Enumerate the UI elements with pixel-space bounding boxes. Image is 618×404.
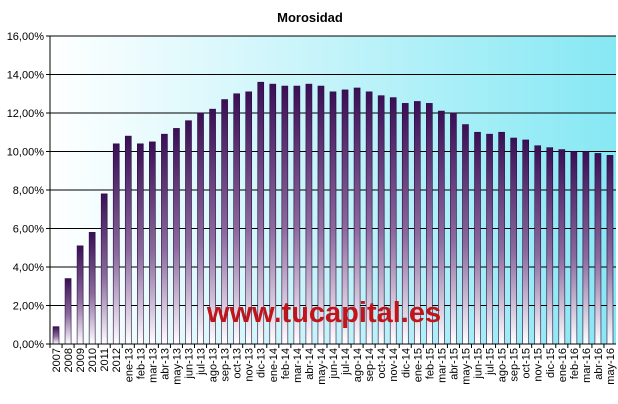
bar-jul-13: [197, 112, 204, 345]
x-tick-label: sep-14: [364, 348, 376, 382]
bar-2010: [88, 232, 96, 345]
bar-mar-13: [149, 141, 156, 345]
x-tick-label: ene-13: [123, 348, 135, 382]
x-tick-label: ene-15: [412, 348, 424, 382]
bar-sep-15: [510, 137, 517, 345]
y-tick-label: 6,00%: [13, 224, 44, 236]
bar-abr-15: [450, 112, 457, 345]
bar-dic-15: [546, 147, 554, 345]
bar-jun-15: [474, 131, 481, 345]
bar-ene-13: [124, 135, 132, 345]
bar-2007: [52, 326, 60, 345]
x-tick-label: dic-15: [545, 348, 557, 378]
bar-nov-15: [534, 145, 542, 345]
bar-2009: [76, 245, 84, 345]
bars: [52, 81, 614, 345]
bar-feb-13: [137, 143, 144, 345]
x-tick-label: abr-13: [159, 348, 171, 380]
bar-abr-13: [161, 133, 168, 345]
x-tick-label: 2011: [99, 348, 111, 372]
x-axis-tick-labels: 2007 2008 2009 2010 2011 2012 ene-13 feb-13 mar-…: [49, 344, 617, 385]
bar-feb-16: [570, 151, 578, 345]
x-tick-label: mar-15: [436, 348, 448, 383]
y-tick-label: 14,00%: [7, 70, 45, 82]
x-tick-label: sep-15: [509, 348, 521, 382]
x-tick-label: mar-14: [292, 348, 304, 383]
x-tick-label: feb-13: [135, 348, 147, 379]
x-tick-label: dic-14: [400, 348, 412, 378]
y-tick-label: 16,00%: [7, 31, 45, 43]
x-tick-label: abr-16: [593, 348, 605, 380]
x-tick-label: ago-14: [352, 348, 364, 382]
x-tick-label: ago-15: [497, 348, 509, 382]
x-tick-label: 2008: [63, 348, 75, 372]
y-tick-label: 12,00%: [7, 108, 45, 120]
x-tick-label: may-13: [171, 348, 183, 385]
x-tick-label: 2007: [51, 348, 63, 372]
x-tick-label: ago-13: [208, 348, 220, 382]
x-tick-label: jun-13: [183, 348, 195, 380]
x-tick-label: may-16: [605, 348, 617, 385]
x-tick-label: mar-13: [147, 348, 159, 383]
x-tick-label: feb-14: [280, 348, 292, 379]
y-tick-label: 2,00%: [13, 301, 44, 313]
bar-ago-15: [498, 131, 505, 345]
y-axis-tick-labels: 0,00% 2,00% 4,00% 6,00% 8,00% 10,00% 12,00% 14,…: [7, 31, 50, 351]
y-tick-label: 4,00%: [13, 262, 44, 274]
x-tick-label: nov-14: [388, 348, 400, 382]
x-tick-label: may-14: [316, 348, 328, 385]
x-tick-label: sep-13: [220, 348, 232, 382]
x-tick-label: jul-15: [485, 348, 497, 376]
bar-ene-16: [558, 149, 566, 345]
x-tick-label: oct-13: [232, 348, 244, 379]
x-tick-label: ene-14: [268, 348, 280, 382]
x-tick-label: jun-15: [473, 348, 485, 380]
y-tick-label: 10,00%: [7, 147, 45, 159]
chart-title: Morosidad: [277, 10, 343, 25]
bar-mar-16: [582, 151, 590, 345]
bar-2008: [64, 278, 72, 345]
bar-may-13: [173, 128, 180, 345]
x-tick-label: jun-14: [328, 348, 340, 380]
bar-may-16: [606, 155, 614, 345]
bar-jun-13: [185, 120, 192, 345]
bar-2012: [112, 143, 120, 345]
x-tick-label: feb-16: [569, 348, 581, 379]
x-tick-label: may-15: [460, 348, 472, 385]
x-tick-label: jul-13: [196, 348, 208, 376]
x-tick-label: ene-16: [557, 348, 569, 382]
x-tick-label: abr-14: [304, 348, 316, 380]
x-tick-label: nov-13: [244, 348, 256, 382]
y-tick-label: 8,00%: [13, 185, 44, 197]
bar-jul-15: [486, 133, 493, 345]
x-tick-label: 2010: [87, 348, 99, 372]
x-tick-label: mar-16: [581, 348, 593, 383]
y-tick-label: 0,00%: [13, 339, 44, 351]
x-tick-label: oct-14: [376, 348, 388, 379]
x-tick-label: feb-15: [424, 348, 436, 379]
bar-2011: [100, 193, 108, 345]
bar-oct-15: [522, 139, 529, 345]
x-tick-label: dic-13: [256, 348, 268, 378]
bar-abr-16: [594, 153, 602, 345]
x-tick-label: abr-15: [448, 348, 460, 380]
x-tick-label: 2012: [111, 348, 123, 372]
x-tick-label: 2009: [75, 348, 87, 372]
watermark: www.tucapital.es: [206, 297, 441, 329]
x-tick-label: jul-14: [340, 348, 352, 376]
bar-may-15: [462, 124, 469, 345]
x-tick-label: nov-15: [533, 348, 545, 382]
x-tick-label: oct-15: [521, 348, 533, 379]
